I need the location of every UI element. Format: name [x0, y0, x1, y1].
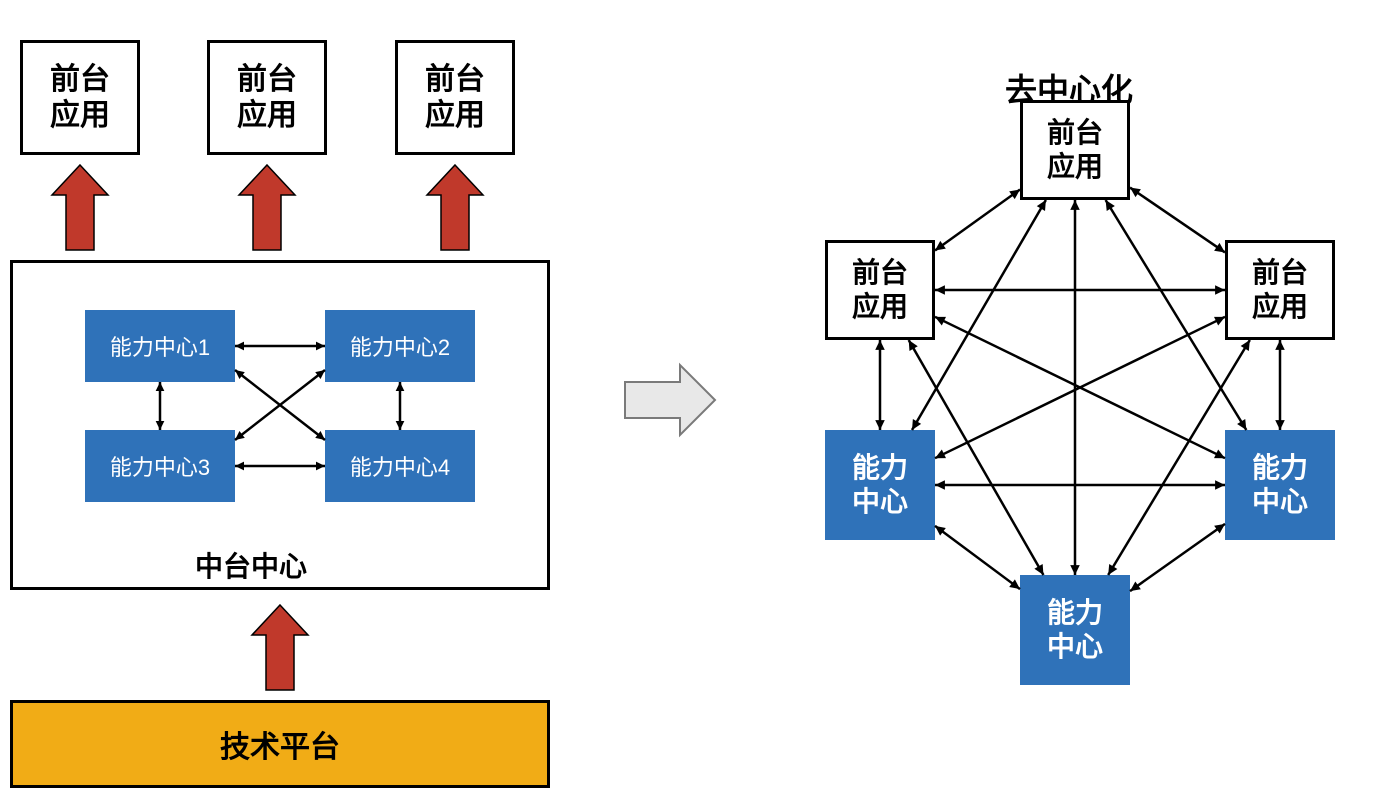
red-up-arrow-2: [239, 165, 295, 250]
capability-center-3: 能力中心3: [85, 430, 235, 502]
right-edge-fTop-fRight: [1130, 188, 1225, 253]
red-up-arrow-3: [427, 165, 483, 250]
right-edge-cLeft-cRight: [935, 480, 1225, 490]
right-edge-fLeft-cRight: [935, 317, 1225, 458]
left-front-app-3: 前台 应用: [395, 40, 515, 155]
right-edge-fRight-cLeft: [935, 317, 1225, 458]
right-edge-cRight-cBot: [1130, 524, 1225, 591]
center-transition-arrow: [625, 365, 715, 435]
tech-platform: 技术平台: [10, 700, 550, 788]
left-front-app-1: 前台 应用: [20, 40, 140, 155]
left-front-app-2: 前台 应用: [207, 40, 327, 155]
right-node-cLeft: 能力 中心: [825, 430, 935, 540]
right-edge-fTop-fLeft: [935, 189, 1020, 250]
right-edge-fLeft-cLeft: [875, 340, 885, 430]
right-node-cRight: 能力 中心: [1225, 430, 1335, 540]
capability-center-1: 能力中心1: [85, 310, 235, 382]
red-up-arrow-4: [252, 605, 308, 690]
capability-center-4: 能力中心4: [325, 430, 475, 502]
red-up-arrow-1: [52, 165, 108, 250]
middle-platform-title: 中台中心: [195, 545, 307, 585]
right-edge-cLeft-cBot: [935, 526, 1020, 589]
right-edge-fRight-cRight: [1275, 340, 1285, 430]
right-node-fLeft: 前台 应用: [825, 240, 935, 340]
right-node-fRight: 前台 应用: [1225, 240, 1335, 340]
right-edge-fTop-cBot: [1070, 200, 1080, 575]
capability-center-2: 能力中心2: [325, 310, 475, 382]
right-node-fTop: 前台 应用: [1020, 100, 1130, 200]
right-edge-fLeft-fRight: [935, 285, 1225, 295]
right-node-cBot: 能力 中心: [1020, 575, 1130, 685]
